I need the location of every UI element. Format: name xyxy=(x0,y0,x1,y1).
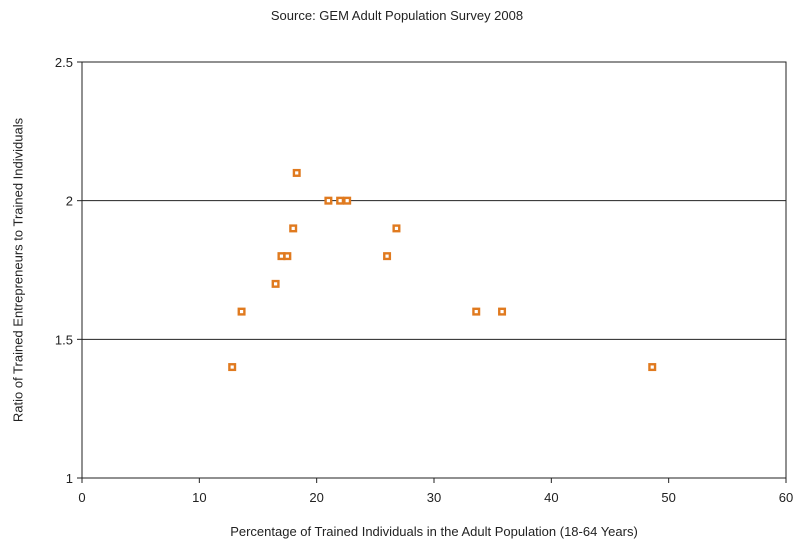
x-tick-label-10: 10 xyxy=(192,490,206,505)
x-axis-label: Percentage of Trained Individuals in the… xyxy=(230,524,638,539)
data-point-marker-center xyxy=(500,310,504,314)
y-axis-label: Ratio of Trained Entrepreneurs to Traine… xyxy=(10,117,26,423)
data-point xyxy=(392,224,401,233)
x-tick-label-20: 20 xyxy=(309,490,323,505)
data-point xyxy=(237,307,246,316)
data-point-marker-center xyxy=(650,365,654,369)
y-tick-label-1.5: 1.5 xyxy=(55,332,73,347)
x-tick-label-40: 40 xyxy=(544,490,558,505)
data-point xyxy=(648,363,657,372)
data-point-marker-center xyxy=(274,282,278,286)
data-point xyxy=(498,307,507,316)
data-point xyxy=(271,279,280,288)
axes xyxy=(81,61,787,479)
y-tick-label-2: 2 xyxy=(66,194,73,209)
data-point-marker-center xyxy=(474,310,478,314)
data-point xyxy=(289,224,298,233)
data-point-marker-center xyxy=(338,199,342,203)
data-point xyxy=(228,363,237,372)
data-point-marker-center xyxy=(326,199,330,203)
y-tick-label-2.5: 2.5 xyxy=(55,55,73,70)
data-point-marker-center xyxy=(279,254,284,258)
x-axis-ticks: 0 10 20 30 40 50 60 xyxy=(78,478,793,505)
y-tick-label-1: 1 xyxy=(66,471,73,486)
data-point xyxy=(324,196,333,205)
data-point-marker-center xyxy=(345,199,349,203)
data-point-marker-center xyxy=(291,226,295,230)
data-point-marker-center xyxy=(385,254,389,258)
x-tick-label-30: 30 xyxy=(427,490,441,505)
data-point xyxy=(472,307,481,316)
data-point xyxy=(292,168,301,177)
data-points xyxy=(228,168,657,372)
data-point-marker-center xyxy=(394,226,399,230)
data-point xyxy=(277,252,286,261)
x-tick-label-60: 60 xyxy=(779,490,793,505)
x-tick-label-50: 50 xyxy=(661,490,675,505)
y-axis-ticks: 1 1.5 2 2.5 xyxy=(55,55,82,486)
data-point-marker-center xyxy=(285,254,289,258)
data-point-marker-center xyxy=(295,171,299,175)
data-point xyxy=(383,252,392,261)
data-point xyxy=(343,196,352,205)
plot-area-border xyxy=(81,61,787,479)
data-point xyxy=(283,252,292,261)
data-point xyxy=(336,196,345,205)
chart-source-title: Source: GEM Adult Population Survey 2008 xyxy=(270,8,524,23)
x-tick-label-0: 0 xyxy=(78,490,85,505)
grid-lines xyxy=(82,200,786,340)
data-point-marker-center xyxy=(239,310,244,314)
data-point-marker-center xyxy=(230,365,234,369)
